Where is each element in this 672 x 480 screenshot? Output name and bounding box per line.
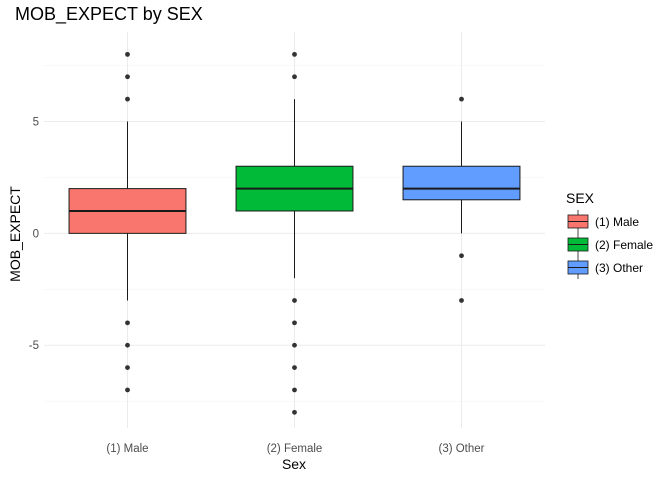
- outlier-point: [125, 74, 130, 80]
- legend-label: (3) Other: [595, 261, 643, 275]
- y-axis-ticks: -5 0 5: [29, 116, 39, 352]
- legend-title: SEX: [566, 190, 595, 206]
- outlier-point: [125, 51, 130, 57]
- legend-item: (2) Female: [567, 233, 653, 256]
- outlier-point: [292, 298, 297, 303]
- box-group: [235, 51, 354, 415]
- outlier-point: [459, 253, 464, 259]
- legend-label: (1) Male: [595, 215, 639, 229]
- outlier-point: [292, 387, 297, 393]
- legend-label: (2) Female: [595, 238, 653, 252]
- outlier-point: [292, 342, 297, 348]
- outlier-point: [459, 96, 464, 102]
- outlier-point: [125, 342, 130, 348]
- legend-item: (3) Other: [567, 256, 643, 279]
- box-group: [402, 96, 521, 303]
- outlier-point: [125, 320, 130, 326]
- box: [402, 165, 521, 201]
- boxes: [68, 51, 521, 415]
- box-group: [68, 51, 187, 393]
- x-axis-title: Sex: [282, 456, 306, 472]
- y-tick-label: 5: [33, 116, 39, 128]
- outlier-point: [125, 96, 130, 102]
- outlier-point: [459, 298, 464, 303]
- y-tick-label: 0: [33, 228, 39, 240]
- outlier-point: [292, 320, 297, 326]
- outlier-point: [292, 409, 297, 415]
- outlier-point: [125, 365, 130, 370]
- x-tick-label: (3) Other: [438, 443, 484, 455]
- legend: SEX (1) Male (2) Female (3) Other: [566, 190, 653, 279]
- outlier-point: [292, 74, 297, 80]
- outlier-point: [125, 387, 130, 393]
- legend-item: (1) Male: [567, 210, 639, 233]
- y-axis-title: MOB_EXPECT: [7, 186, 23, 282]
- x-tick-label: (1) Male: [106, 443, 148, 455]
- x-axis-ticks: (1) Male (2) Female (3) Other: [106, 443, 484, 455]
- outlier-point: [292, 51, 297, 57]
- x-tick-label: (2) Female: [267, 443, 323, 455]
- outlier-point: [292, 365, 297, 370]
- y-tick-label: -5: [29, 340, 39, 352]
- chart-title: MOB_EXPECT by SEX: [15, 4, 203, 25]
